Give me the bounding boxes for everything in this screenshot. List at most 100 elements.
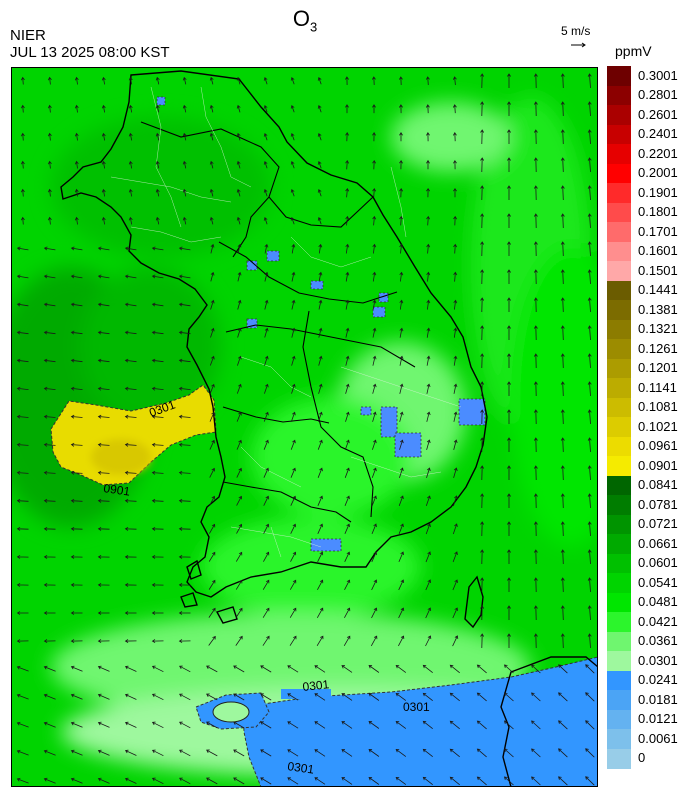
wind-arrow [16,526,29,531]
wind-arrow [368,777,380,785]
wind-arrow [531,776,541,786]
colorbar-segment [607,456,631,476]
colorbar-segment [607,280,631,301]
wind-arrow [290,216,295,225]
contour-labels: 0301 0901 0301 0301 0301 [103,397,430,776]
wind-arrow [316,635,324,647]
wind-arrow [47,132,52,141]
wind-arrow [560,605,565,621]
colorbar-tick-label: 0.0481 [638,594,678,610]
wind-arrow [289,635,297,646]
colorbar-segment [607,397,631,418]
wind-arrow [425,551,431,563]
wind-arrow [449,776,460,786]
wind-arrow [264,243,269,254]
wind-arrow [452,551,458,563]
wind-arrow [317,439,323,450]
wind-arrow [151,498,164,503]
wind-arrow [368,749,380,757]
colorbar-segment [607,709,631,730]
wind-arrow [453,187,457,198]
wind-arrow [507,325,511,340]
colorbar-tick-label: 0.0181 [638,691,678,707]
colorbar-tick-label: 0.2601 [638,106,678,122]
wind-arrow [124,274,137,279]
wind-arrow [151,414,164,419]
wind-arrow [151,274,164,279]
wind-arrow [20,160,25,169]
colorbar-tick-label: 0.0301 [638,652,678,668]
wind-arrow [453,159,457,170]
wind-arrow [453,215,458,226]
wind-arrow [426,327,431,338]
wind-arrow [206,693,218,701]
colorbar-segment [607,534,631,554]
wind-arrow [16,470,29,475]
wind-arrow [314,665,326,673]
wind-arrow [531,664,541,674]
colorbar [607,66,631,769]
wind-arrow [70,414,83,419]
wind-arrow [587,605,592,621]
wind-arrow [263,132,268,141]
wind-arrow [480,269,485,285]
wind-arrow [47,76,52,85]
colorbar-segment [607,553,631,574]
wind-arrow [263,439,269,450]
wind-arrow [507,269,511,284]
wind-arrow [74,104,79,113]
wind-arrow [236,523,243,534]
wind-arrow [371,495,377,507]
ozone-map[interactable]: 0301 0901 0301 0301 0301 [11,67,598,787]
colorbar-segment [607,358,631,379]
wind-arrow [314,749,326,757]
wind-arrow [453,355,458,366]
wind-arrow [341,665,353,673]
wind-arrow [178,470,191,475]
wind-arrow [43,526,56,531]
contour-label: 0901 [103,481,132,499]
wind-arrow [341,749,353,757]
wind-arrow [290,551,297,562]
wind-arrow [74,160,79,169]
wind-arrow [372,159,377,170]
wind-arrow [507,409,511,424]
wind-arrow [560,549,565,565]
wind-arrow [426,243,431,254]
wind-arrow [533,437,538,453]
wind-arrow [291,355,296,366]
wind-arrow [151,470,164,475]
wind-arrow [533,521,538,537]
wind-arrow [237,243,242,254]
wind-arrow [399,159,403,170]
wind-arrow [316,607,324,618]
wind-arrow [16,583,29,587]
wind-arrow [287,777,299,785]
wind-arrow [480,465,485,481]
colorbar-tick-label: 0.0901 [638,457,678,473]
wind-arrow [395,776,407,785]
colorbar-tick-label: 0.1321 [638,321,678,337]
wind-arrow [480,101,485,117]
wind-arrow [233,721,245,729]
wind-arrow [372,104,376,114]
wind-arrow [507,493,511,508]
wind-arrow [151,665,164,673]
colorbar-segment [607,124,631,145]
wind-arrow [16,442,29,447]
wind-arrow [507,353,511,368]
wind-arrow [101,76,106,85]
datetime-label: JUL 13 2025 08:00 KST [10,44,170,61]
wind-arrow [70,554,83,559]
wind-arrow [587,101,592,117]
wind-arrow [97,583,110,587]
wind-arrow [151,693,164,701]
wind-arrow [43,386,56,391]
wind-arrow [287,721,299,729]
wind-arrow [208,579,216,590]
wind-arrow [587,213,592,229]
colorbar-tick-label: 0.0421 [638,613,678,629]
wind-arrow [480,493,485,509]
colorbar-tick-label: 0.0601 [638,555,678,571]
wind-arrow [178,330,191,335]
